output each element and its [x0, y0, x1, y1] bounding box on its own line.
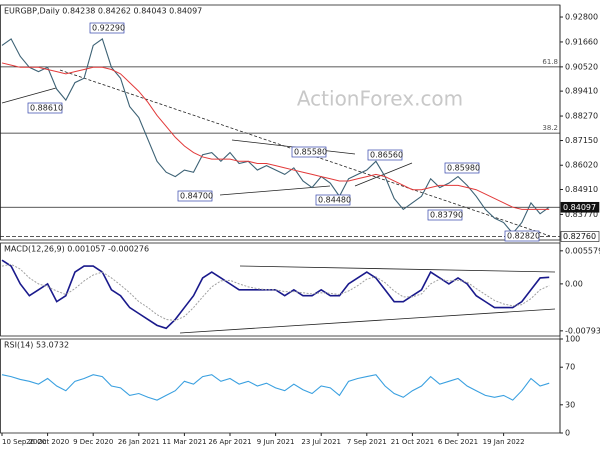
level-label: 38.2 — [542, 124, 558, 132]
x-tick-label: 26 Oct 2020 — [26, 438, 69, 446]
annotation: 0.86560 — [370, 151, 403, 160]
annotation: 0.88610 — [30, 104, 63, 113]
y-tick-label: 0 — [565, 429, 570, 438]
y-tick-label: 0.005579 — [565, 246, 600, 255]
x-tick-label: 11 Mar 2021 — [162, 438, 206, 446]
series-line — [1, 374, 550, 401]
annotation-box — [89, 22, 125, 34]
annotation: 0.83790 — [430, 211, 463, 220]
trendlines — [1, 69, 556, 334]
panel-title: RSI(14) 53.0732 — [4, 341, 69, 350]
x-tick-label: 9 Dec 2020 — [73, 438, 113, 446]
price-box — [560, 201, 600, 213]
annotation-box — [291, 146, 327, 158]
annotation-box — [177, 190, 213, 202]
annotation: 0.82820 — [507, 232, 540, 241]
x-tick-label: 10 Sep 2020 — [2, 438, 46, 446]
annotation: 0.84480 — [318, 196, 351, 205]
panel-title: EURGBP,Daily 0.84238 0.84262 0.84043 0.8… — [4, 7, 202, 16]
y-tick-label: 0.91660 — [565, 37, 598, 46]
x-tick-label: 21 Oct 2021 — [391, 438, 434, 446]
annotation-box — [315, 194, 351, 206]
annotation: 0.85980 — [447, 164, 480, 173]
annotation: 0.85580 — [294, 148, 327, 157]
annotation: 0.84700 — [180, 192, 213, 201]
y-tick-label: 100 — [565, 335, 580, 344]
y-tick-label: -0.007931 — [565, 326, 600, 335]
trendline — [1, 87, 57, 104]
trendline — [239, 265, 556, 273]
price-box-label: 0.84097 — [563, 203, 596, 212]
annotation-box — [27, 102, 63, 114]
annotation-box — [427, 209, 463, 221]
trendline — [179, 308, 556, 334]
x-tick-label: 26 Apr 2021 — [208, 438, 251, 446]
annotation-box — [367, 149, 403, 161]
y-tick-label: 0.90520 — [565, 62, 598, 71]
y-tick-label: 70 — [565, 363, 575, 372]
series-line — [1, 62, 550, 210]
trendline — [59, 69, 551, 237]
price-box — [560, 231, 600, 242]
annotation-box — [504, 230, 540, 242]
panel-title: MACD(12,26,9) 0.001057 -0.000276 — [4, 245, 149, 254]
annotation: 0.92290 — [92, 24, 125, 33]
x-tick-label: 9 Jun 2021 — [257, 438, 295, 446]
y-tick-label: 0.00 — [565, 279, 583, 288]
series-line — [1, 37, 550, 235]
y-tick-label: 0.87150 — [565, 136, 598, 145]
y-tick-label: 0.84910 — [565, 185, 598, 194]
y-tick-label: 0.92800 — [565, 13, 598, 22]
y-tick-label: 0.88270 — [565, 112, 598, 121]
y-tick-label: 30 — [565, 400, 575, 409]
x-tick-label: 6 Dec 2021 — [438, 438, 478, 446]
y-tick-label: 0.83770 — [565, 210, 598, 219]
x-tick-label: 26 Jan 2021 — [118, 438, 160, 446]
x-tick-label: 7 Sep 2021 — [347, 438, 387, 446]
price-box-label: 0.82760 — [563, 232, 596, 241]
annotation-box — [444, 162, 480, 174]
y-tick-label: 0.86020 — [565, 161, 598, 170]
watermark: ActionForex.com — [297, 87, 463, 111]
x-tick-label: 23 Jul 2021 — [301, 438, 341, 446]
level-label: 61.8 — [542, 58, 558, 66]
series-line — [1, 263, 550, 322]
x-tick-label: 19 Jan 2022 — [483, 438, 525, 446]
y-tick-label: 0.89410 — [565, 87, 598, 96]
